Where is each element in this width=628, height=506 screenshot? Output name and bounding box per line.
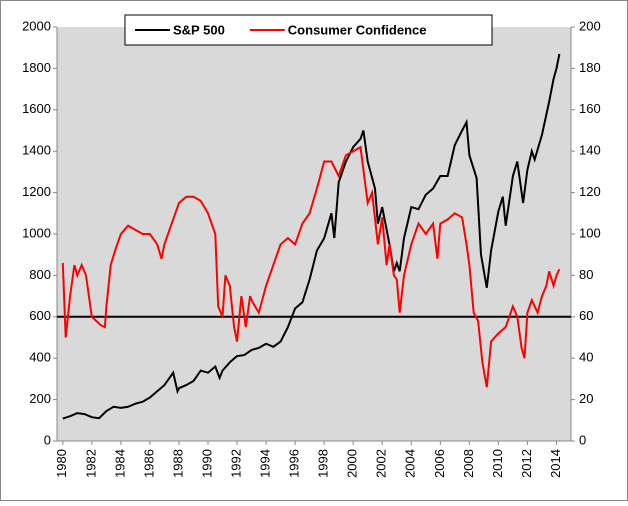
y-tick-label: 600 [29, 308, 51, 323]
y-tick-label: 1400 [22, 143, 51, 158]
y2-tick-label: 20 [579, 391, 593, 406]
x-tick-label: 1986 [141, 449, 156, 478]
y-tick-label: 400 [29, 350, 51, 365]
y2-tick-label: 0 [579, 432, 586, 447]
y2-tick-label: 160 [579, 101, 601, 116]
x-tick-label: 1988 [170, 449, 185, 478]
x-tick-label: 1982 [83, 449, 98, 478]
x-tick-label: 1990 [199, 449, 214, 478]
x-tick-label: 2002 [374, 449, 389, 478]
y-tick-label: 800 [29, 267, 51, 282]
y-tick-label: 1600 [22, 101, 51, 116]
x-tick-label: 1984 [112, 449, 127, 478]
y2-tick-label: 120 [579, 184, 601, 199]
x-tick-label: 1994 [258, 449, 273, 478]
y2-tick-label: 180 [579, 60, 601, 75]
x-tick-label: 2008 [461, 449, 476, 478]
series-line [62, 53, 561, 420]
x-tick-label: 1992 [228, 449, 243, 478]
y-tick-label: 1000 [22, 225, 51, 240]
y2-tick-label: 100 [579, 225, 601, 240]
x-tick-label: 1998 [316, 449, 331, 478]
x-tick-label: 2014 [548, 449, 563, 478]
x-tick-label: 1980 [54, 449, 69, 478]
y2-tick-label: 40 [579, 350, 593, 365]
legend-label: S&P 500 [173, 22, 225, 37]
legend-box [124, 14, 493, 46]
x-tick-label: 2006 [432, 449, 447, 478]
y2-tick-label: 140 [579, 143, 601, 158]
x-tick-label: 1996 [287, 449, 302, 478]
x-tick-label: 2004 [403, 449, 418, 478]
y-tick-label: 1800 [22, 60, 51, 75]
series-line [61, 145, 561, 388]
y-tick-label: 0 [44, 432, 51, 447]
x-tick-label: 2000 [345, 449, 360, 478]
legend-label: Consumer Confidence [288, 22, 427, 37]
y-tick-label: 200 [29, 391, 51, 406]
y2-tick-label: 60 [579, 308, 593, 323]
y2-tick-label: 80 [579, 267, 593, 282]
y-tick-label: 1200 [22, 184, 51, 199]
x-tick-label: 2012 [519, 449, 534, 478]
x-tick-label: 2010 [490, 449, 505, 478]
y-tick-label: 2000 [22, 18, 51, 33]
y2-tick-label: 200 [579, 18, 601, 33]
